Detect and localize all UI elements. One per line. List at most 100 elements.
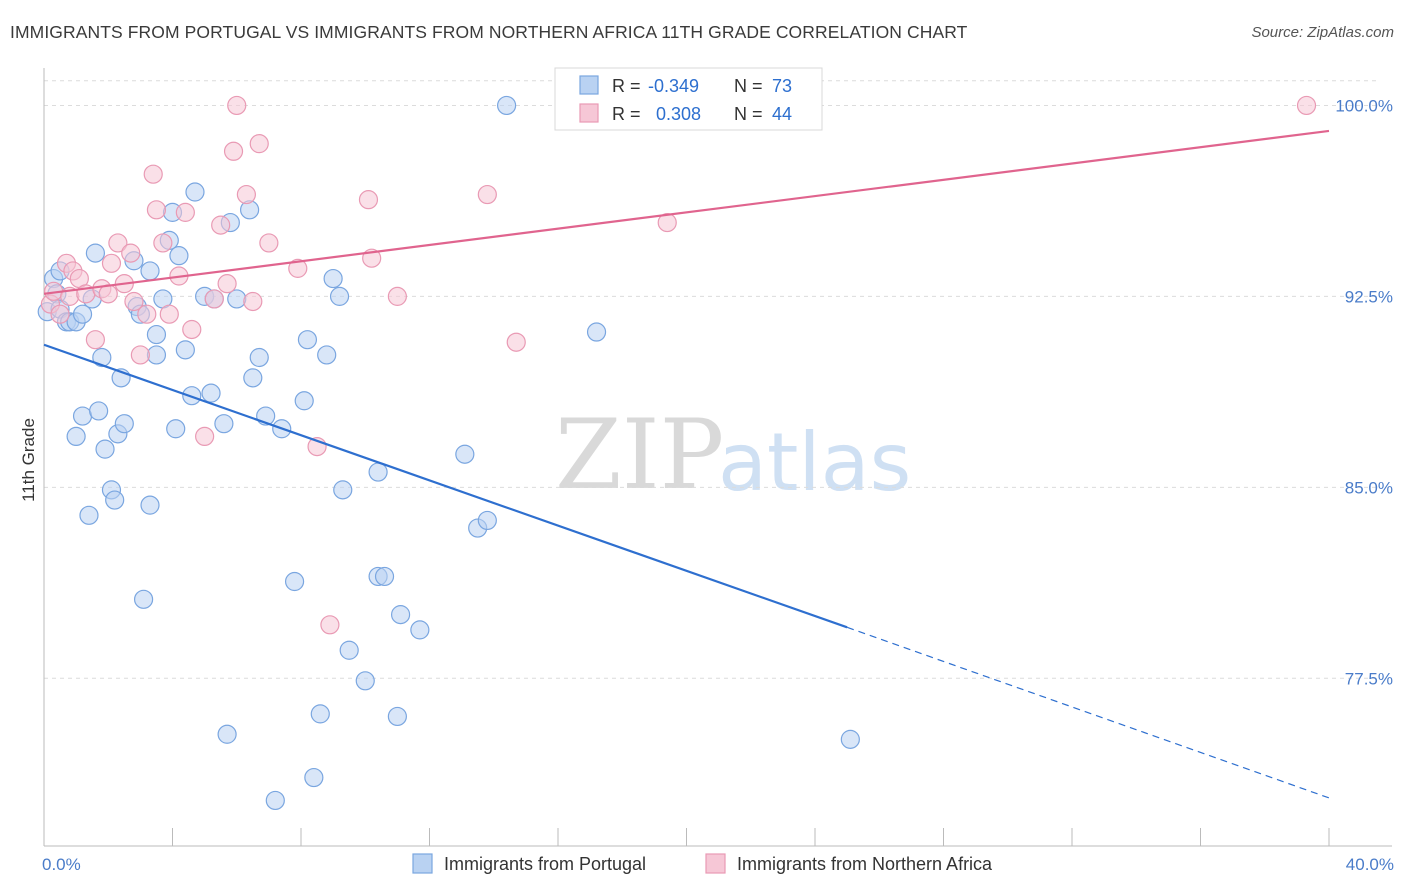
point-portugal-49 [265, 790, 285, 811]
point-northern-africa-8 [85, 330, 106, 350]
point-northern-africa-43 [657, 212, 677, 233]
point-northern-africa-40 [387, 286, 407, 306]
point-portugal-10 [72, 304, 93, 324]
point-portugal-47 [249, 347, 269, 368]
point-northern-africa-31 [236, 184, 256, 205]
trend-line-northern-africa [43, 129, 1330, 295]
watermark-atlas: atlas [718, 416, 911, 509]
y-tick-label-3: 100.0% [1335, 96, 1393, 115]
point-portugal-68 [455, 444, 475, 464]
series-legend-swatch-portugal [412, 853, 433, 874]
legend-n-label-northern-africa: N = [734, 104, 763, 124]
legend: R = -0.349 N = 73 R = 0.308 N = 44 [554, 67, 823, 131]
series-legend-label-northern-africa: Immigrants from Northern Africa [737, 854, 993, 874]
point-portugal-7 [66, 426, 86, 447]
point-portugal-59 [333, 480, 353, 500]
trend-lines [43, 129, 1330, 799]
point-portugal-57 [323, 268, 343, 289]
point-portugal-72 [586, 322, 607, 342]
x-tick-label-end: 40.0% [1346, 855, 1394, 874]
point-northern-africa-29 [223, 141, 244, 161]
point-northern-africa-28 [217, 274, 237, 294]
point-portugal-64 [374, 566, 395, 587]
legend-swatch-northern-africa [579, 103, 599, 123]
point-portugal-13 [85, 243, 106, 263]
point-northern-africa-35 [288, 258, 308, 278]
series-legend-swatch-northern-africa [705, 853, 726, 874]
point-portugal-26 [140, 495, 160, 515]
point-northern-africa-24 [182, 319, 202, 340]
point-northern-africa-42 [506, 332, 526, 352]
point-northern-africa-30 [227, 95, 247, 116]
point-northern-africa-17 [137, 304, 157, 324]
point-portugal-34 [169, 246, 189, 266]
point-northern-africa-16 [130, 345, 150, 365]
point-portugal-14 [89, 401, 109, 421]
point-portugal-35 [175, 340, 195, 360]
point-portugal-28 [146, 345, 167, 365]
y-tick-label-2: 92.5% [1345, 287, 1393, 306]
point-northern-africa-2 [50, 304, 70, 324]
point-portugal-29 [146, 324, 167, 345]
point-northern-africa-44 [1296, 95, 1317, 116]
point-portugal-11 [79, 505, 99, 525]
point-northern-africa-15 [124, 291, 144, 312]
point-portugal-9 [72, 406, 93, 426]
legend-r-value-northern-africa: 0.308 [656, 104, 701, 124]
point-portugal-70 [477, 510, 497, 531]
axes [43, 68, 1392, 847]
trend-line-portugal-extrapolated [846, 626, 1330, 799]
point-portugal-73 [840, 729, 860, 749]
point-portugal-52 [294, 391, 314, 411]
legend-n-value-northern-africa: 44 [772, 104, 792, 124]
point-portugal-42 [217, 724, 237, 744]
point-portugal-61 [355, 671, 375, 691]
point-northern-africa-32 [243, 291, 263, 312]
point-northern-africa-21 [159, 304, 179, 324]
point-portugal-53 [297, 330, 318, 350]
legend-swatch-portugal [579, 75, 599, 95]
point-northern-africa-34 [259, 233, 279, 253]
chart-title: IMMIGRANTS FROM PORTUGAL VS IMMIGRANTS F… [10, 22, 968, 42]
point-portugal-18 [105, 490, 125, 510]
point-portugal-37 [185, 182, 205, 202]
point-portugal-66 [390, 605, 411, 625]
point-portugal-25 [133, 589, 154, 609]
point-northern-africa-33 [249, 134, 269, 154]
point-portugal-65 [387, 706, 407, 727]
point-portugal-58 [329, 286, 350, 306]
point-northern-africa-18 [143, 164, 163, 184]
point-portugal-21 [114, 414, 134, 434]
x-tick-label-start: 0.0% [42, 855, 81, 874]
y-axis-label: 11th Grade [19, 418, 38, 502]
series-legend-label-portugal: Immigrants from Portugal [444, 854, 646, 874]
legend-n-value-portugal: 73 [772, 76, 792, 96]
tick-labels: 77.5% 85.0% 92.5% 100.0% 0.0% 40.0% [42, 96, 1394, 874]
point-northern-africa-37 [320, 615, 340, 635]
point-northern-africa-12 [108, 233, 128, 253]
trend-line-portugal [43, 343, 848, 629]
point-portugal-15 [92, 347, 112, 368]
point-portugal-56 [317, 345, 337, 365]
point-northern-africa-20 [153, 233, 173, 253]
point-northern-africa-11 [101, 253, 122, 273]
point-portugal-41 [214, 414, 234, 434]
point-northern-africa-38 [358, 190, 379, 210]
watermark-zip: ZIP [555, 399, 724, 511]
legend-n-label-portugal: N = [734, 76, 763, 96]
y-tick-label-1: 85.0% [1345, 478, 1393, 497]
point-portugal-33 [166, 419, 186, 439]
point-northern-africa-19 [146, 200, 167, 220]
chart-source: Source: ZipAtlas.com [1251, 24, 1394, 41]
point-northern-africa-26 [204, 289, 224, 309]
point-northern-africa-25 [195, 426, 215, 447]
point-portugal-39 [201, 383, 221, 403]
point-portugal-46 [243, 368, 263, 388]
point-portugal-67 [410, 620, 430, 640]
y-tick-label-0: 77.5% [1345, 669, 1393, 688]
point-northern-africa-14 [121, 243, 141, 263]
point-northern-africa-41 [477, 184, 497, 205]
point-portugal-60 [339, 640, 359, 660]
point-portugal-55 [310, 704, 330, 724]
point-northern-africa-27 [211, 215, 231, 235]
